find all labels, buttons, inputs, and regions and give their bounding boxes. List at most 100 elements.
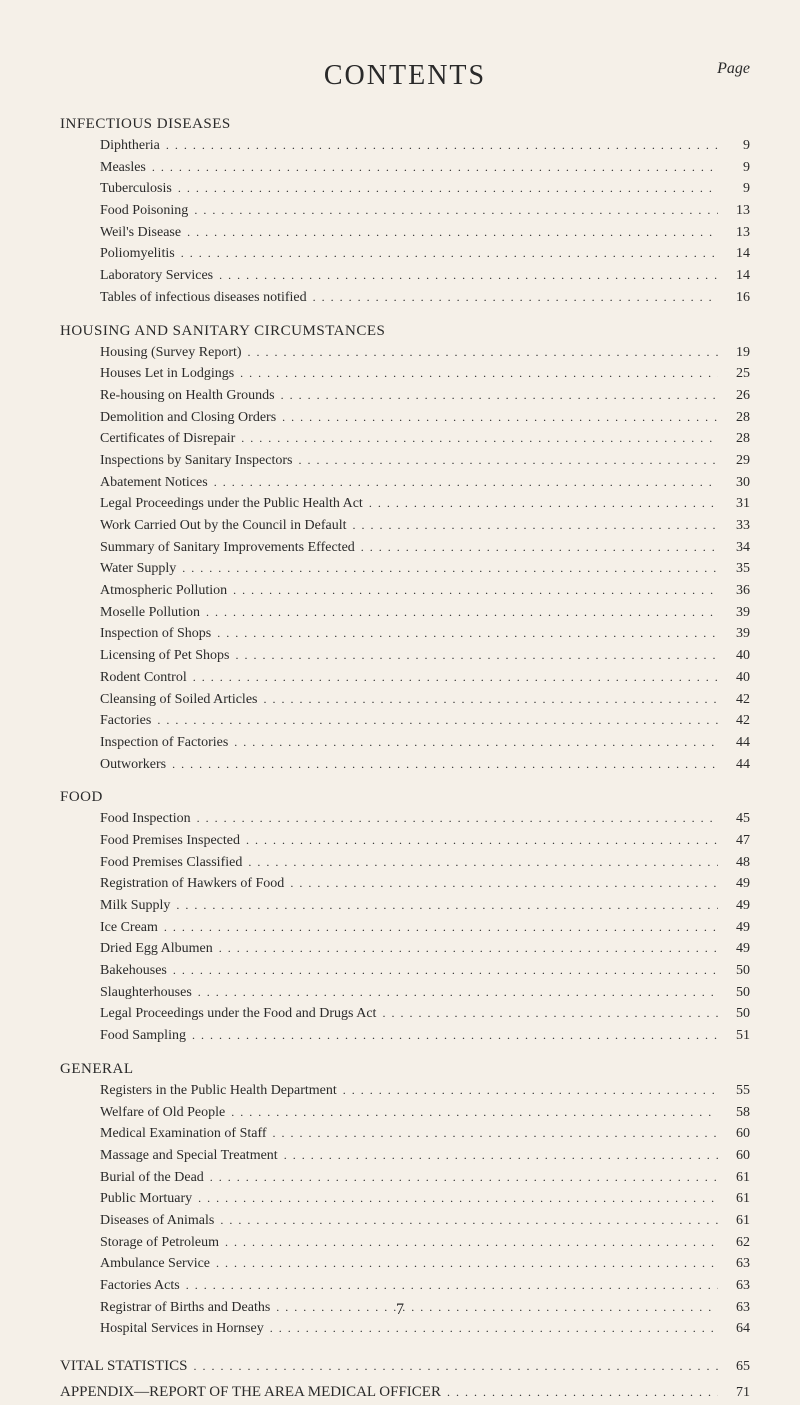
entry-page: 30 [718,472,750,494]
entry-page: 35 [718,558,750,580]
toc-entry: Food Inspection.........................… [60,808,750,830]
entry-page: 40 [718,667,750,689]
entry-label: Outworkers [100,754,166,776]
entry-label: Poliomyelitis [100,243,175,265]
entry-page: 50 [718,960,750,982]
toc-container: INFECTIOUS DISEASESDiphtheria...........… [60,116,750,1405]
entry-label: Licensing of Pet Shops [100,645,230,667]
entry-label: Ambulance Service [100,1253,210,1275]
entry-page: 26 [718,385,750,407]
toc-entry: Diseases of Animals.....................… [60,1210,750,1232]
entry-label: Milk Supply [100,895,170,917]
toc-entry: Rodent Control..........................… [60,667,750,689]
entry-page: 34 [718,537,750,559]
entry-label: Registration of Hawkers of Food [100,873,284,895]
entry-label: Measles [100,157,146,179]
toc-entry: Slaughterhouses.........................… [60,982,750,1004]
toc-entry: Bakehouses..............................… [60,960,750,982]
entry-label: Rodent Control [100,667,187,689]
leader-dots: ........................................… [192,1189,718,1208]
toc-entry-main: VITAL STATISTICS........................… [60,1354,750,1380]
entry-page: 33 [718,515,750,537]
entry-label: Water Supply [100,558,176,580]
entry-label: APPENDIX—REPORT OF THE AREA MEDICAL OFFI… [60,1380,441,1405]
toc-entry: Houses Let in Lodgings..................… [60,363,750,385]
toc-section: INFECTIOUS DISEASESDiphtheria...........… [60,116,750,309]
leader-dots: ........................................… [234,364,718,383]
leader-dots: ........................................… [267,1124,718,1143]
leader-dots: ........................................… [240,831,718,850]
entry-label: Food Sampling [100,1025,186,1047]
toc-section: GENERALRegisters in the Public Health De… [60,1061,750,1340]
entry-page: 48 [718,852,750,874]
toc-entry: Hospital Services in Hornsey............… [60,1318,750,1340]
entry-label: Cleansing of Soiled Articles [100,689,257,711]
entry-page: 49 [718,873,750,895]
entry-page: 31 [718,493,750,515]
entry-page: 60 [718,1145,750,1167]
toc-entry: Food Premises Inspected.................… [60,830,750,852]
entry-label: Tables of infectious diseases notified [100,287,307,309]
entry-label: Food Premises Classified [100,852,242,874]
entry-page: 45 [718,808,750,830]
toc-entry: Ambulance Service.......................… [60,1253,750,1275]
toc-entry: Massage and Special Treatment...........… [60,1145,750,1167]
entry-page: 19 [718,342,750,364]
leader-dots: ........................................… [181,223,718,242]
entry-page: 9 [718,157,750,179]
toc-section: HOUSING AND SANITARY CIRCUMSTANCESHousin… [60,323,750,776]
toc-entry: Storage of Petroleum....................… [60,1232,750,1254]
leader-dots: ........................................… [242,853,718,872]
entry-label: Welfare of Old People [100,1102,225,1124]
leader-dots: ........................................… [160,136,718,155]
entry-page: 63 [718,1253,750,1275]
entry-page: 13 [718,200,750,222]
toc-entry: Factories...............................… [60,710,750,732]
section-title: FOOD [60,789,750,806]
entry-label: Inspection of Shops [100,623,211,645]
leader-dots: ........................................… [175,244,718,263]
entry-label: Abatement Notices [100,472,208,494]
leader-dots: ........................................… [257,690,718,709]
toc-entry: Certificates of Disrepair...............… [60,428,750,450]
toc-entry: Moselle Pollution.......................… [60,602,750,624]
toc-entry: Outworkers..............................… [60,754,750,776]
page-number: 7 [0,1301,800,1319]
entry-page: 51 [718,1025,750,1047]
entry-page: 49 [718,917,750,939]
entry-label: Diphtheria [100,135,160,157]
toc-entry: Food Premises Classified................… [60,852,750,874]
leader-dots: ........................................… [187,1356,718,1376]
leader-dots: ........................................… [166,755,718,774]
leader-dots: ........................................… [170,896,718,915]
entry-page: 63 [718,1275,750,1297]
entry-page: 61 [718,1188,750,1210]
toc-entry: Housing (Survey Report).................… [60,342,750,364]
leader-dots: ........................................… [337,1081,718,1100]
entry-page: 44 [718,754,750,776]
leader-dots: ........................................… [347,516,718,535]
leader-dots: ........................................… [214,1211,718,1230]
entry-label: Hospital Services in Hornsey [100,1318,264,1340]
toc-entry: Licensing of Pet Shops..................… [60,645,750,667]
toc-entry: Burial of the Dead......................… [60,1167,750,1189]
entry-page: 13 [718,222,750,244]
entry-page: 39 [718,602,750,624]
entry-label: Slaughterhouses [100,982,192,1004]
toc-entry: Food Sampling...........................… [60,1025,750,1047]
toc-entry: Dried Egg Albumen.......................… [60,938,750,960]
entry-label: Burial of the Dead [100,1167,204,1189]
entry-page: 71 [718,1381,750,1405]
entry-label: Summary of Sanitary Improvements Effecte… [100,537,355,559]
toc-entry: Demolition and Closing Orders...........… [60,407,750,429]
entry-page: 58 [718,1102,750,1124]
entry-label: Moselle Pollution [100,602,200,624]
entry-label: Legal Proceedings under the Food and Dru… [100,1003,376,1025]
leader-dots: ........................................… [307,288,718,307]
toc-entry: Cleansing of Soiled Articles............… [60,689,750,711]
page-column-label: Page [717,60,750,78]
toc-entry: Registers in the Public Health Departmen… [60,1080,750,1102]
leader-dots: ........................................… [210,1254,718,1273]
leader-dots: ........................................… [441,1382,718,1402]
entry-page: 9 [718,178,750,200]
